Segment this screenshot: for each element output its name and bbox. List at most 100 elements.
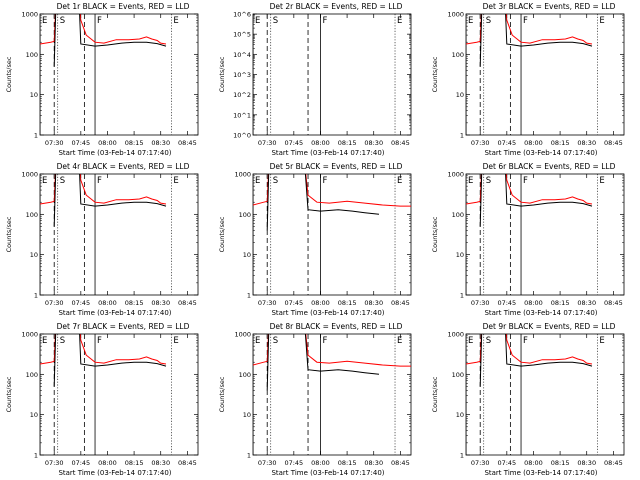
y-tick-label: 100 xyxy=(26,51,38,59)
marker-label: E xyxy=(468,16,473,26)
y-tick-label: 10^4 xyxy=(233,51,251,59)
y-tick-label: 1000 xyxy=(21,331,38,339)
marker-label: S xyxy=(486,176,491,186)
panel-title: Det 8r BLACK = Events, RED = LLD xyxy=(270,322,403,331)
panel-title: Det 7r BLACK = Events, RED = LLD xyxy=(57,322,190,331)
x-tick-label: 08:00 xyxy=(524,139,543,147)
x-tick-label: 08:30 xyxy=(577,459,596,467)
x-tick-label: 08:30 xyxy=(151,299,170,307)
marker-label: F xyxy=(322,16,327,26)
y-tick-label: 10 xyxy=(456,411,464,419)
x-tick-label: 08:45 xyxy=(178,139,197,147)
panel-det-6: Det 6r BLACK = Events, RED = LLD Counts/s… xyxy=(431,162,625,317)
marker-label: S xyxy=(60,176,65,186)
x-tick-label: 07:30 xyxy=(471,299,490,307)
panel-det-4: Det 4r BLACK = Events, RED = LLD Counts/s… xyxy=(5,162,199,317)
x-tick-label: 08:00 xyxy=(524,459,543,467)
x-tick-label: 07:30 xyxy=(471,139,490,147)
x-tick-label: 08:30 xyxy=(364,459,383,467)
y-tick-label: 100 xyxy=(452,211,464,219)
x-tick-label: 08:15 xyxy=(125,139,144,147)
x-tick-label: 08:45 xyxy=(604,139,623,147)
x-tick-label: 07:30 xyxy=(471,459,490,467)
marker-label: E xyxy=(42,176,47,186)
x-tick-label: 07:45 xyxy=(71,459,90,467)
y-tick-label: 1 xyxy=(247,292,251,300)
x-tick-label: 08:30 xyxy=(364,139,383,147)
x-tick-label: 08:45 xyxy=(391,139,410,147)
marker-label: E xyxy=(599,16,604,26)
marker-label: F xyxy=(97,336,102,346)
x-tick-label: 08:45 xyxy=(604,299,623,307)
x-tick-label: 08:30 xyxy=(364,299,383,307)
panel-det-2: Det 2r BLACK = Events, RED = LLD Counts/s… xyxy=(218,2,412,157)
y-tick-label: 10 xyxy=(456,251,464,259)
plot-frame xyxy=(465,13,625,136)
events-series-line xyxy=(53,174,167,227)
y-tick-label: 100 xyxy=(239,211,251,219)
panel-title: Det 4r BLACK = Events, RED = LLD xyxy=(57,162,190,171)
y-axis-label: Counts/sec xyxy=(218,376,226,412)
marker-label: F xyxy=(322,336,327,346)
x-tick-label: 07:45 xyxy=(284,459,303,467)
panel-det-5: Det 5r BLACK = Events, RED = LLD Counts/s… xyxy=(218,162,412,317)
x-tick-label: 07:30 xyxy=(45,459,64,467)
y-tick-label: 10 xyxy=(30,91,38,99)
x-tick-label: 08:00 xyxy=(311,139,330,147)
y-tick-label: 10 xyxy=(30,411,38,419)
events-series-line xyxy=(266,334,380,391)
x-axis-label: Start Time (03-Feb-14 07:17:40) xyxy=(271,149,384,157)
marker-label: F xyxy=(523,16,528,26)
marker-label: E xyxy=(255,176,260,186)
lld-series-line xyxy=(253,174,411,207)
marker-label: E xyxy=(599,336,604,346)
events-series-line xyxy=(266,174,380,231)
x-tick-label: 08:15 xyxy=(551,459,570,467)
panel-title: Det 2r BLACK = Events, RED = LLD xyxy=(270,2,403,11)
y-tick-label: 10 xyxy=(456,91,464,99)
x-axis-label: Start Time (03-Feb-14 07:17:40) xyxy=(58,469,171,477)
y-axis-label: Counts/sec xyxy=(218,56,226,92)
panel-det-3: Det 3r BLACK = Events, RED = LLD Counts/s… xyxy=(431,2,625,157)
x-tick-label: 08:00 xyxy=(524,299,543,307)
y-tick-label: 10^3 xyxy=(233,71,251,79)
plot-frame xyxy=(252,333,412,456)
x-axis-label: Start Time (03-Feb-14 07:17:40) xyxy=(484,469,597,477)
marker-label: F xyxy=(97,176,102,186)
y-axis-label: Counts/sec xyxy=(5,216,13,252)
y-tick-label: 1000 xyxy=(234,171,251,179)
y-tick-label: 1 xyxy=(34,292,38,300)
y-tick-label: 1000 xyxy=(234,331,251,339)
y-tick-label: 10^6 xyxy=(233,11,251,19)
y-axis-label: Counts/sec xyxy=(5,376,13,412)
events-series-line xyxy=(479,334,593,387)
x-tick-label: 08:30 xyxy=(577,299,596,307)
panel-title: Det 3r BLACK = Events, RED = LLD xyxy=(483,2,616,11)
x-tick-label: 08:00 xyxy=(98,459,117,467)
marker-label: E xyxy=(255,16,260,26)
marker-label: E xyxy=(468,176,473,186)
marker-label: F xyxy=(523,176,528,186)
marker-label: S xyxy=(60,16,65,26)
y-axis-label: Counts/sec xyxy=(431,216,439,252)
y-tick-label: 1 xyxy=(34,452,38,460)
y-axis-label: Counts/sec xyxy=(5,56,13,92)
x-tick-label: 08:30 xyxy=(577,139,596,147)
panel-det-8: Det 8r BLACK = Events, RED = LLD Counts/s… xyxy=(218,322,412,477)
lld-series-line xyxy=(253,334,411,367)
y-tick-label: 10 xyxy=(30,251,38,259)
y-tick-label: 10^0 xyxy=(233,132,251,140)
marker-label: S xyxy=(273,16,278,26)
marker-label: E xyxy=(397,336,402,346)
x-tick-label: 08:00 xyxy=(311,459,330,467)
x-axis-label: Start Time (03-Feb-14 07:17:40) xyxy=(58,149,171,157)
y-tick-label: 100 xyxy=(26,371,38,379)
x-tick-label: 08:45 xyxy=(391,459,410,467)
marker-label: S xyxy=(273,176,278,186)
x-tick-label: 07:45 xyxy=(497,459,516,467)
marker-label: S xyxy=(60,336,65,346)
y-tick-label: 1000 xyxy=(447,331,464,339)
x-tick-label: 07:30 xyxy=(258,299,277,307)
marker-label: F xyxy=(97,16,102,26)
